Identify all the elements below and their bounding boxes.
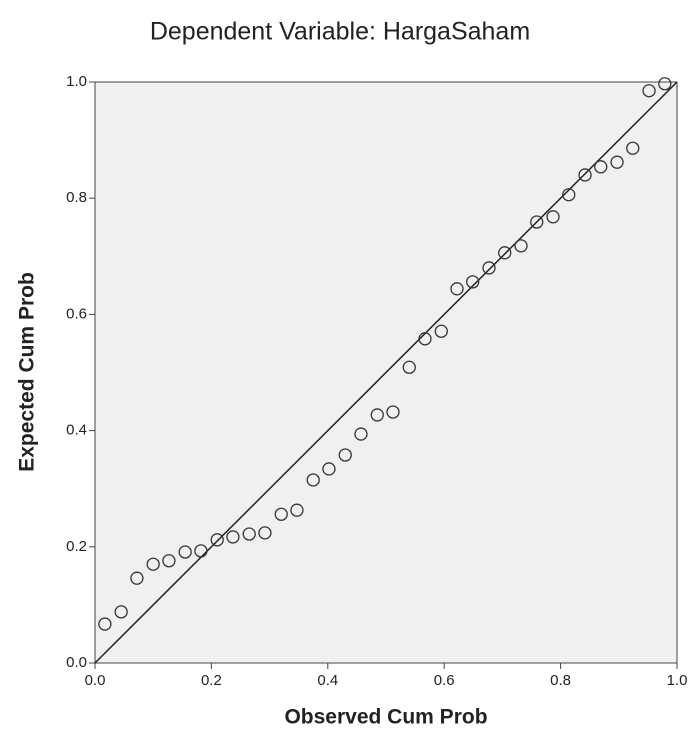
point xyxy=(290,503,304,517)
y-tick-label: 0.4 xyxy=(66,422,87,439)
point xyxy=(210,533,224,547)
point xyxy=(114,605,128,619)
point xyxy=(322,462,336,476)
x-tick-label: 0.6 xyxy=(434,672,455,689)
point xyxy=(546,210,560,224)
point xyxy=(194,544,208,558)
x-tick-label: 0.2 xyxy=(201,672,222,689)
point xyxy=(610,155,624,169)
point xyxy=(514,239,528,253)
point xyxy=(562,188,576,202)
point xyxy=(178,545,192,559)
point xyxy=(306,473,320,487)
point xyxy=(450,282,464,296)
point xyxy=(146,557,160,571)
point xyxy=(578,168,592,182)
x-tick-label: 0.8 xyxy=(550,672,571,689)
point xyxy=(226,530,240,544)
y-tick-label: 1.0 xyxy=(66,73,87,90)
point xyxy=(258,526,272,540)
point xyxy=(498,246,512,260)
point xyxy=(386,405,400,419)
point xyxy=(98,617,112,631)
x-tick-label: 0.0 xyxy=(85,672,106,689)
point xyxy=(530,215,544,229)
x-tick-label: 1.0 xyxy=(667,672,688,689)
point xyxy=(434,324,448,338)
point xyxy=(354,427,368,441)
point xyxy=(274,507,288,521)
point xyxy=(162,554,176,568)
point xyxy=(594,160,608,174)
x-axis-label: Observed Cum Prob xyxy=(284,706,487,729)
point xyxy=(658,77,672,91)
point xyxy=(482,261,496,275)
point xyxy=(370,408,384,422)
point xyxy=(626,141,640,155)
y-tick-label: 0.8 xyxy=(66,189,87,206)
point xyxy=(418,332,432,346)
y-tick-label: 0.0 xyxy=(66,654,87,671)
point xyxy=(338,448,352,462)
point xyxy=(242,527,256,541)
point xyxy=(642,84,656,98)
y-tick-label: 0.2 xyxy=(66,538,87,555)
y-axis-label: Expected Cum Prob xyxy=(16,272,39,472)
x-tick-label: 0.4 xyxy=(317,672,338,689)
chart-title: Dependent Variable: HargaSaham xyxy=(150,18,530,46)
point xyxy=(402,360,416,374)
point xyxy=(130,571,144,585)
point xyxy=(466,275,480,289)
y-tick-label: 0.6 xyxy=(66,305,87,322)
